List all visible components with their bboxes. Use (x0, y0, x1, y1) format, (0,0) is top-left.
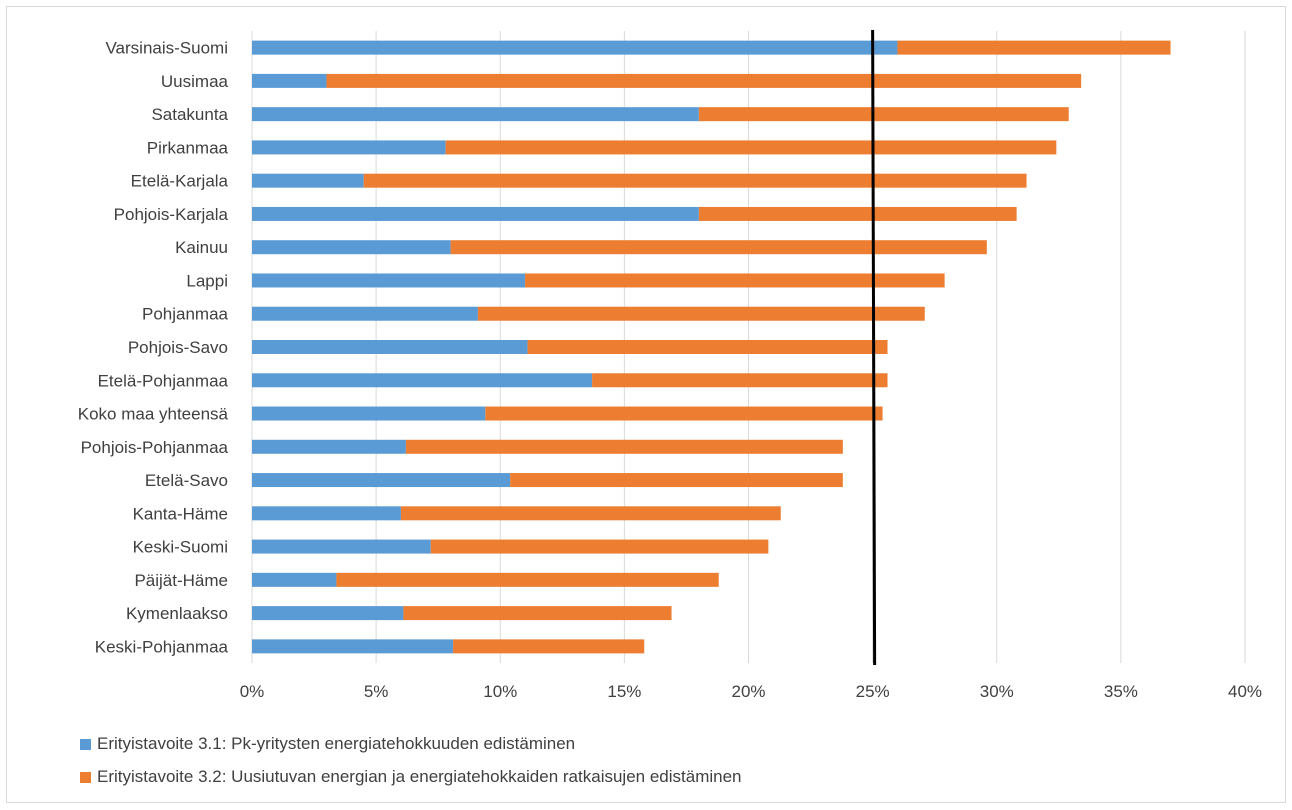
legend-swatch-series-2 (80, 771, 91, 783)
stacked-bar-chart: Varsinais-Suomi Uusimaa Satakunta Pirkanmaa… (78, 29, 1262, 701)
category-label: Etelä-Savo (145, 471, 228, 490)
bar-series-1 (252, 73, 327, 88)
category-label: Kainuu (175, 238, 228, 257)
bar-series-1 (252, 506, 401, 521)
bar-series-1 (252, 306, 478, 321)
legend-swatch-series-1 (80, 738, 91, 750)
category-label: Pohjois-Pohjanmaa (81, 438, 229, 457)
bar-series-2 (453, 639, 645, 654)
bar-series-1 (252, 240, 451, 255)
bar-series-2 (897, 40, 1171, 55)
category-label: Kanta-Häme (133, 504, 228, 523)
category-label: Pirkanmaa (147, 138, 229, 157)
bar-series-2 (336, 572, 719, 587)
category-label: Etelä-Pohjanmaa (98, 371, 229, 390)
x-tick-label: 40% (1228, 682, 1262, 701)
bar-series-2 (698, 107, 1069, 122)
x-tick-label: 10% (483, 682, 517, 701)
category-label: Pohjois-Savo (128, 338, 228, 357)
category-label: Varsinais-Suomi (105, 39, 228, 58)
x-tick-label: 30% (980, 682, 1014, 701)
bar-series-1 (252, 273, 526, 288)
bar-series-1 (252, 173, 364, 188)
bar-series-2 (405, 439, 843, 454)
legend-item-series-1: Erityistavoite 3.1: Pk-yritysten energia… (80, 734, 575, 754)
bar-series-2 (450, 240, 987, 255)
category-label: Pohjois-Karjala (114, 205, 229, 224)
bar-series-2 (527, 340, 888, 354)
category-label: Kymenlaakso (126, 604, 228, 623)
category-label: Satakunta (151, 105, 228, 124)
bar-series-2 (510, 473, 843, 488)
x-tick-label: 35% (1104, 682, 1138, 701)
bar-series-1 (252, 606, 404, 621)
legend-item-series-2: Erityistavoite 3.2: Uusiutuvan energian … (80, 767, 742, 787)
bar-series-1 (252, 140, 446, 155)
category-label: Uusimaa (161, 72, 229, 91)
x-tick-labels: 0% 5% 10% 15% 20% 25% 30% 35% 40% (240, 682, 1262, 701)
category-label: Pohjanmaa (142, 305, 229, 324)
bar-series-2 (400, 506, 781, 521)
bar-series-2 (430, 539, 769, 554)
category-label: Etelä-Karjala (131, 172, 229, 191)
bar-series-1 (252, 40, 898, 55)
bar-series-1 (252, 539, 431, 554)
bar-series-1 (252, 206, 699, 221)
x-tick-label: 15% (607, 682, 641, 701)
bar-series-2 (525, 273, 945, 288)
bar-series-1 (252, 439, 406, 454)
bar-series-2 (403, 606, 672, 621)
chart-frame (6, 6, 1286, 803)
x-tick-label: 25% (856, 682, 890, 701)
legend-label-series-2: Erityistavoite 3.2: Uusiutuvan energian … (97, 767, 742, 786)
bar-series-1 (252, 639, 454, 654)
category-label: Lappi (186, 271, 228, 290)
reference-line (871, 29, 877, 666)
category-labels: Varsinais-Suomi Uusimaa Satakunta Pirkanmaa… (78, 39, 229, 657)
x-tick-label: 20% (731, 682, 765, 701)
bars (252, 40, 1171, 654)
bar-series-1 (252, 473, 511, 488)
bar-series-2 (477, 306, 925, 321)
reference-line-group (871, 29, 877, 666)
category-label: Päijät-Häme (134, 571, 228, 590)
legend-label-series-1: Erityistavoite 3.1: Pk-yritysten energia… (97, 734, 576, 753)
bar-series-2 (363, 173, 1027, 188)
bar-series-2 (485, 406, 883, 421)
category-label: Keski-Suomi (133, 538, 228, 557)
bar-series-1 (252, 340, 528, 354)
bar-series-2 (592, 373, 888, 388)
bar-series-2 (698, 206, 1017, 221)
bar-series-1 (252, 107, 699, 122)
category-label: Keski-Pohjanmaa (95, 637, 229, 656)
bar-series-1 (252, 373, 593, 388)
category-label: Koko maa yhteensä (78, 405, 229, 424)
bar-series-2 (445, 140, 1057, 155)
x-tick-label: 0% (240, 682, 265, 701)
bar-series-1 (252, 572, 337, 587)
bar-series-1 (252, 406, 486, 421)
bar-series-2 (326, 73, 1082, 88)
x-tick-label: 5% (364, 682, 389, 701)
